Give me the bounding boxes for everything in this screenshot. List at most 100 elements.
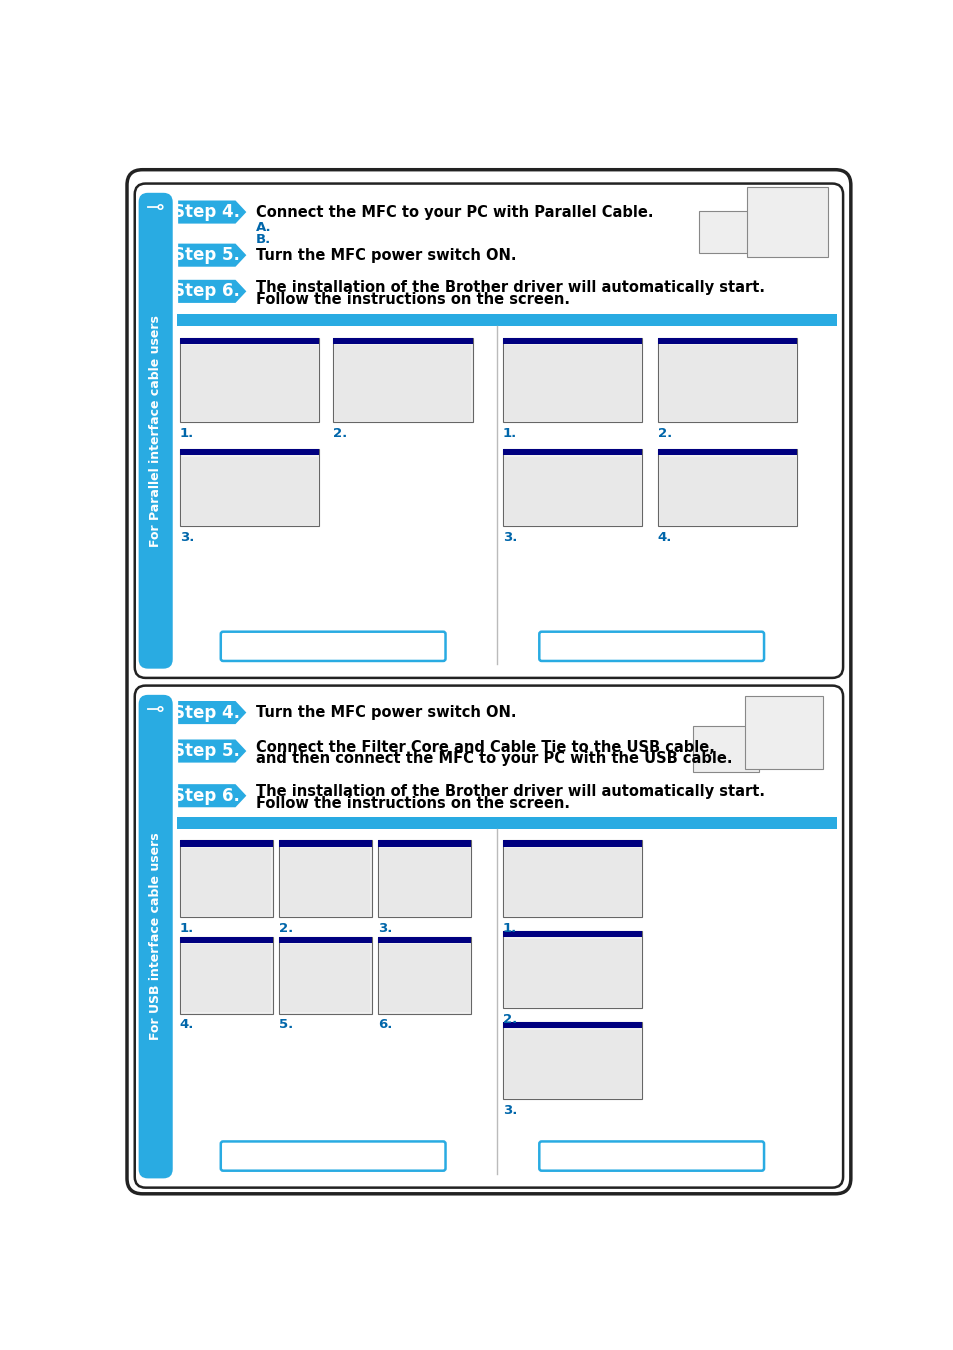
Text: and then connect the MFC to your PC with the USB cable.: and then connect the MFC to your PC with… [255, 751, 731, 767]
Bar [377, 937, 471, 942]
Text: 3.: 3. [179, 531, 193, 544]
Text: 5.: 5. [278, 1018, 293, 1031]
FancyBboxPatch shape [538, 632, 763, 662]
Bar [744, 695, 822, 768]
Text: 2.: 2. [333, 427, 347, 440]
Text: 1.: 1. [179, 427, 193, 440]
FancyBboxPatch shape [134, 184, 842, 678]
Text: Step 4.: Step 4. [173, 202, 240, 221]
Text: The installation of the Brother driver will automatically start.: The installation of the Brother driver w… [255, 279, 764, 296]
FancyBboxPatch shape [127, 170, 850, 1193]
Bar [179, 450, 319, 455]
Bar [181, 346, 317, 421]
Bar [181, 944, 271, 1012]
Bar [333, 338, 472, 344]
Bar [278, 840, 372, 918]
Text: 3.: 3. [502, 1104, 517, 1116]
Bar [502, 338, 641, 344]
Text: 2.: 2. [658, 427, 672, 440]
Text: For Parallel interface cable users: For Parallel interface cable users [149, 315, 162, 547]
Bar [179, 840, 273, 846]
Bar [502, 338, 641, 423]
Bar [179, 937, 273, 942]
Polygon shape [178, 243, 246, 267]
Bar [179, 840, 273, 918]
FancyBboxPatch shape [220, 632, 445, 662]
Bar [176, 817, 836, 829]
Text: 6.: 6. [377, 1018, 392, 1031]
Polygon shape [178, 279, 246, 302]
Bar [278, 840, 372, 846]
Bar [504, 1030, 640, 1098]
Bar [176, 313, 836, 325]
Bar [659, 456, 795, 525]
Text: Step 6.: Step 6. [173, 282, 240, 300]
Bar [502, 931, 641, 1008]
Bar [179, 338, 319, 423]
Bar [504, 346, 640, 421]
Text: 1.: 1. [502, 922, 517, 936]
Bar [659, 346, 795, 421]
Bar [502, 931, 641, 937]
Bar [504, 940, 640, 1007]
Bar [502, 450, 641, 526]
Bar [502, 840, 641, 918]
Bar [658, 338, 797, 344]
Bar [379, 848, 469, 915]
Bar [502, 1022, 641, 1099]
Text: Turn the MFC power switch ON.: Turn the MFC power switch ON. [255, 705, 516, 720]
Text: Follow the instructions on the screen.: Follow the instructions on the screen. [255, 292, 569, 306]
Polygon shape [178, 740, 246, 763]
Bar [504, 456, 640, 525]
Bar [504, 848, 640, 915]
Bar [278, 937, 372, 942]
Bar [379, 944, 469, 1012]
Text: 1.: 1. [502, 427, 517, 440]
Bar [377, 840, 471, 918]
FancyBboxPatch shape [538, 1142, 763, 1170]
Text: Connect the Filter Core and Cable Tie to the USB cable,: Connect the Filter Core and Cable Tie to… [255, 740, 714, 755]
Polygon shape [178, 201, 246, 224]
Text: ⊸: ⊸ [146, 198, 165, 219]
FancyBboxPatch shape [220, 1142, 445, 1170]
Text: 4.: 4. [179, 1018, 193, 1031]
Bar [377, 840, 471, 846]
Bar [502, 450, 641, 455]
Bar [746, 188, 827, 256]
Bar [699, 211, 764, 252]
Polygon shape [178, 784, 246, 807]
Text: 3.: 3. [502, 531, 517, 544]
Text: Step 5.: Step 5. [173, 246, 240, 265]
Bar [658, 338, 797, 423]
FancyBboxPatch shape [134, 686, 842, 1188]
Bar [502, 840, 641, 846]
Bar [502, 1022, 641, 1029]
Text: Step 4.: Step 4. [173, 703, 240, 721]
Bar [377, 937, 471, 1014]
Text: 4.: 4. [658, 531, 672, 544]
Bar [333, 338, 472, 423]
Bar [692, 726, 758, 772]
Text: Step 6.: Step 6. [173, 787, 240, 805]
Bar [181, 456, 317, 525]
Text: 3.: 3. [377, 922, 392, 936]
Text: 2.: 2. [278, 922, 293, 936]
FancyBboxPatch shape [138, 193, 172, 668]
Text: The installation of the Brother driver will automatically start.: The installation of the Brother driver w… [255, 784, 764, 799]
Text: 1.: 1. [179, 922, 193, 936]
Text: A.: A. [255, 221, 271, 234]
Text: Step 5.: Step 5. [173, 743, 240, 760]
Bar [179, 937, 273, 1014]
FancyBboxPatch shape [138, 695, 172, 1179]
Bar [181, 848, 271, 915]
Bar [280, 848, 370, 915]
Bar [179, 338, 319, 344]
Text: Turn the MFC power switch ON.: Turn the MFC power switch ON. [255, 247, 516, 263]
Text: Connect the MFC to your PC with Parallel Cable.: Connect the MFC to your PC with Parallel… [255, 205, 653, 220]
Bar [278, 937, 372, 1014]
Text: ⊸: ⊸ [146, 701, 165, 721]
Bar [658, 450, 797, 455]
Bar [658, 450, 797, 526]
Bar [179, 450, 319, 526]
Text: For USB interface cable users: For USB interface cable users [149, 833, 162, 1041]
